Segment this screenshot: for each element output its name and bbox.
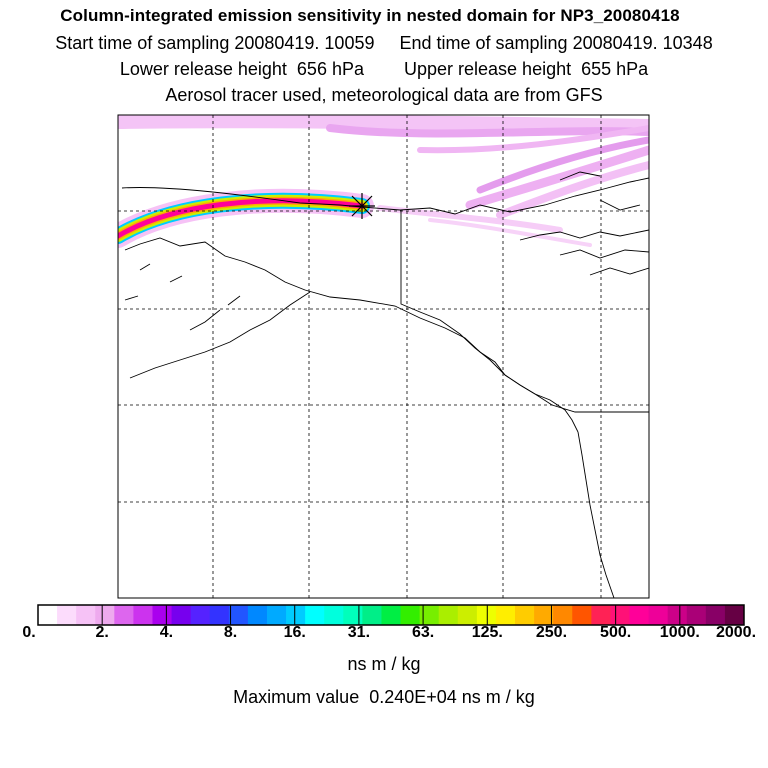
colorbar xyxy=(38,605,745,625)
colorbar-segment xyxy=(457,605,478,625)
colorbar-segment xyxy=(190,605,211,625)
colorbar-units: ns m / kg xyxy=(347,654,421,674)
colorbar-segment xyxy=(38,605,58,625)
sampling-time-line: Start time of sampling 20080419. 10059 E… xyxy=(55,33,713,53)
colorbar-segment xyxy=(247,605,268,625)
colorbar-segment xyxy=(438,605,459,625)
colorbar-tick-label: 500. xyxy=(600,624,632,641)
map-title: Column-integrated emission sensitivity i… xyxy=(60,6,680,25)
colorbar-segment xyxy=(572,605,592,625)
colorbar-tick-label: 0. xyxy=(22,624,36,641)
colorbar-tick-label: 2. xyxy=(95,624,109,641)
colorbar-segment xyxy=(95,605,115,625)
colorbar-segment xyxy=(629,605,650,625)
colorbar-segment xyxy=(266,605,287,625)
map-frame xyxy=(117,114,650,599)
colorbar-segment xyxy=(610,605,631,625)
colorbar-segment xyxy=(381,605,402,625)
colorbar-segment xyxy=(495,605,516,625)
colorbar-segment xyxy=(686,605,707,625)
colorbar-segment xyxy=(133,605,153,625)
colorbar-tick-label: 250. xyxy=(535,624,568,641)
graticule xyxy=(118,115,649,598)
colorbar-frame xyxy=(37,604,745,626)
colorbar-segment xyxy=(324,605,344,625)
colorbar-segment xyxy=(114,605,134,625)
colorbar-segment xyxy=(171,605,192,625)
colorbar-segment xyxy=(515,605,535,625)
colorbar-segment xyxy=(362,605,382,625)
colorbar-segment xyxy=(534,605,554,625)
receptor-marker-icon xyxy=(349,193,375,219)
colorbar-tick-label: 2000. xyxy=(715,624,757,641)
colorbar-segment xyxy=(286,605,306,625)
colorbar-segment xyxy=(476,605,497,625)
colorbar-segment xyxy=(400,605,421,625)
colorbar-segment xyxy=(705,605,726,625)
colorbar-segment xyxy=(591,605,611,625)
colorbar-tick-label: 8. xyxy=(223,624,238,641)
colorbar-segment xyxy=(553,605,573,625)
tracer-info-line: Aerosol tracer used, meteorological data… xyxy=(165,85,603,105)
colorbar-segment xyxy=(724,605,745,625)
colorbar-segment xyxy=(305,605,325,625)
colorbar-tick-label: 31. xyxy=(347,624,371,641)
colorbar-segment xyxy=(57,605,77,625)
colorbar-segment xyxy=(209,605,230,625)
plume-north xyxy=(118,115,649,247)
colorbar-segment xyxy=(152,605,173,625)
colorbar-tick-label: 16. xyxy=(283,624,306,641)
colorbar-segment xyxy=(667,605,688,625)
colorbar-tick-label: 1000. xyxy=(659,624,700,641)
colorbar-tick-label: 63. xyxy=(411,624,435,641)
colorbar-tick-label: 4. xyxy=(159,624,174,641)
colorbar-segment xyxy=(648,605,669,625)
coastlines xyxy=(121,171,649,598)
colorbar-segment xyxy=(76,605,96,625)
colorbar-tick-label: 125. xyxy=(471,624,503,641)
release-height-line: Lower release height 656 hPa Upper relea… xyxy=(119,59,649,79)
maximum-value: Maximum value 0.240E+04 ns m / kg xyxy=(233,687,535,707)
colorbar-segment xyxy=(419,605,440,625)
colorbar-segment xyxy=(228,605,249,625)
borders xyxy=(400,210,649,413)
colorbar-segment xyxy=(343,605,363,625)
plume-arc xyxy=(118,188,374,248)
